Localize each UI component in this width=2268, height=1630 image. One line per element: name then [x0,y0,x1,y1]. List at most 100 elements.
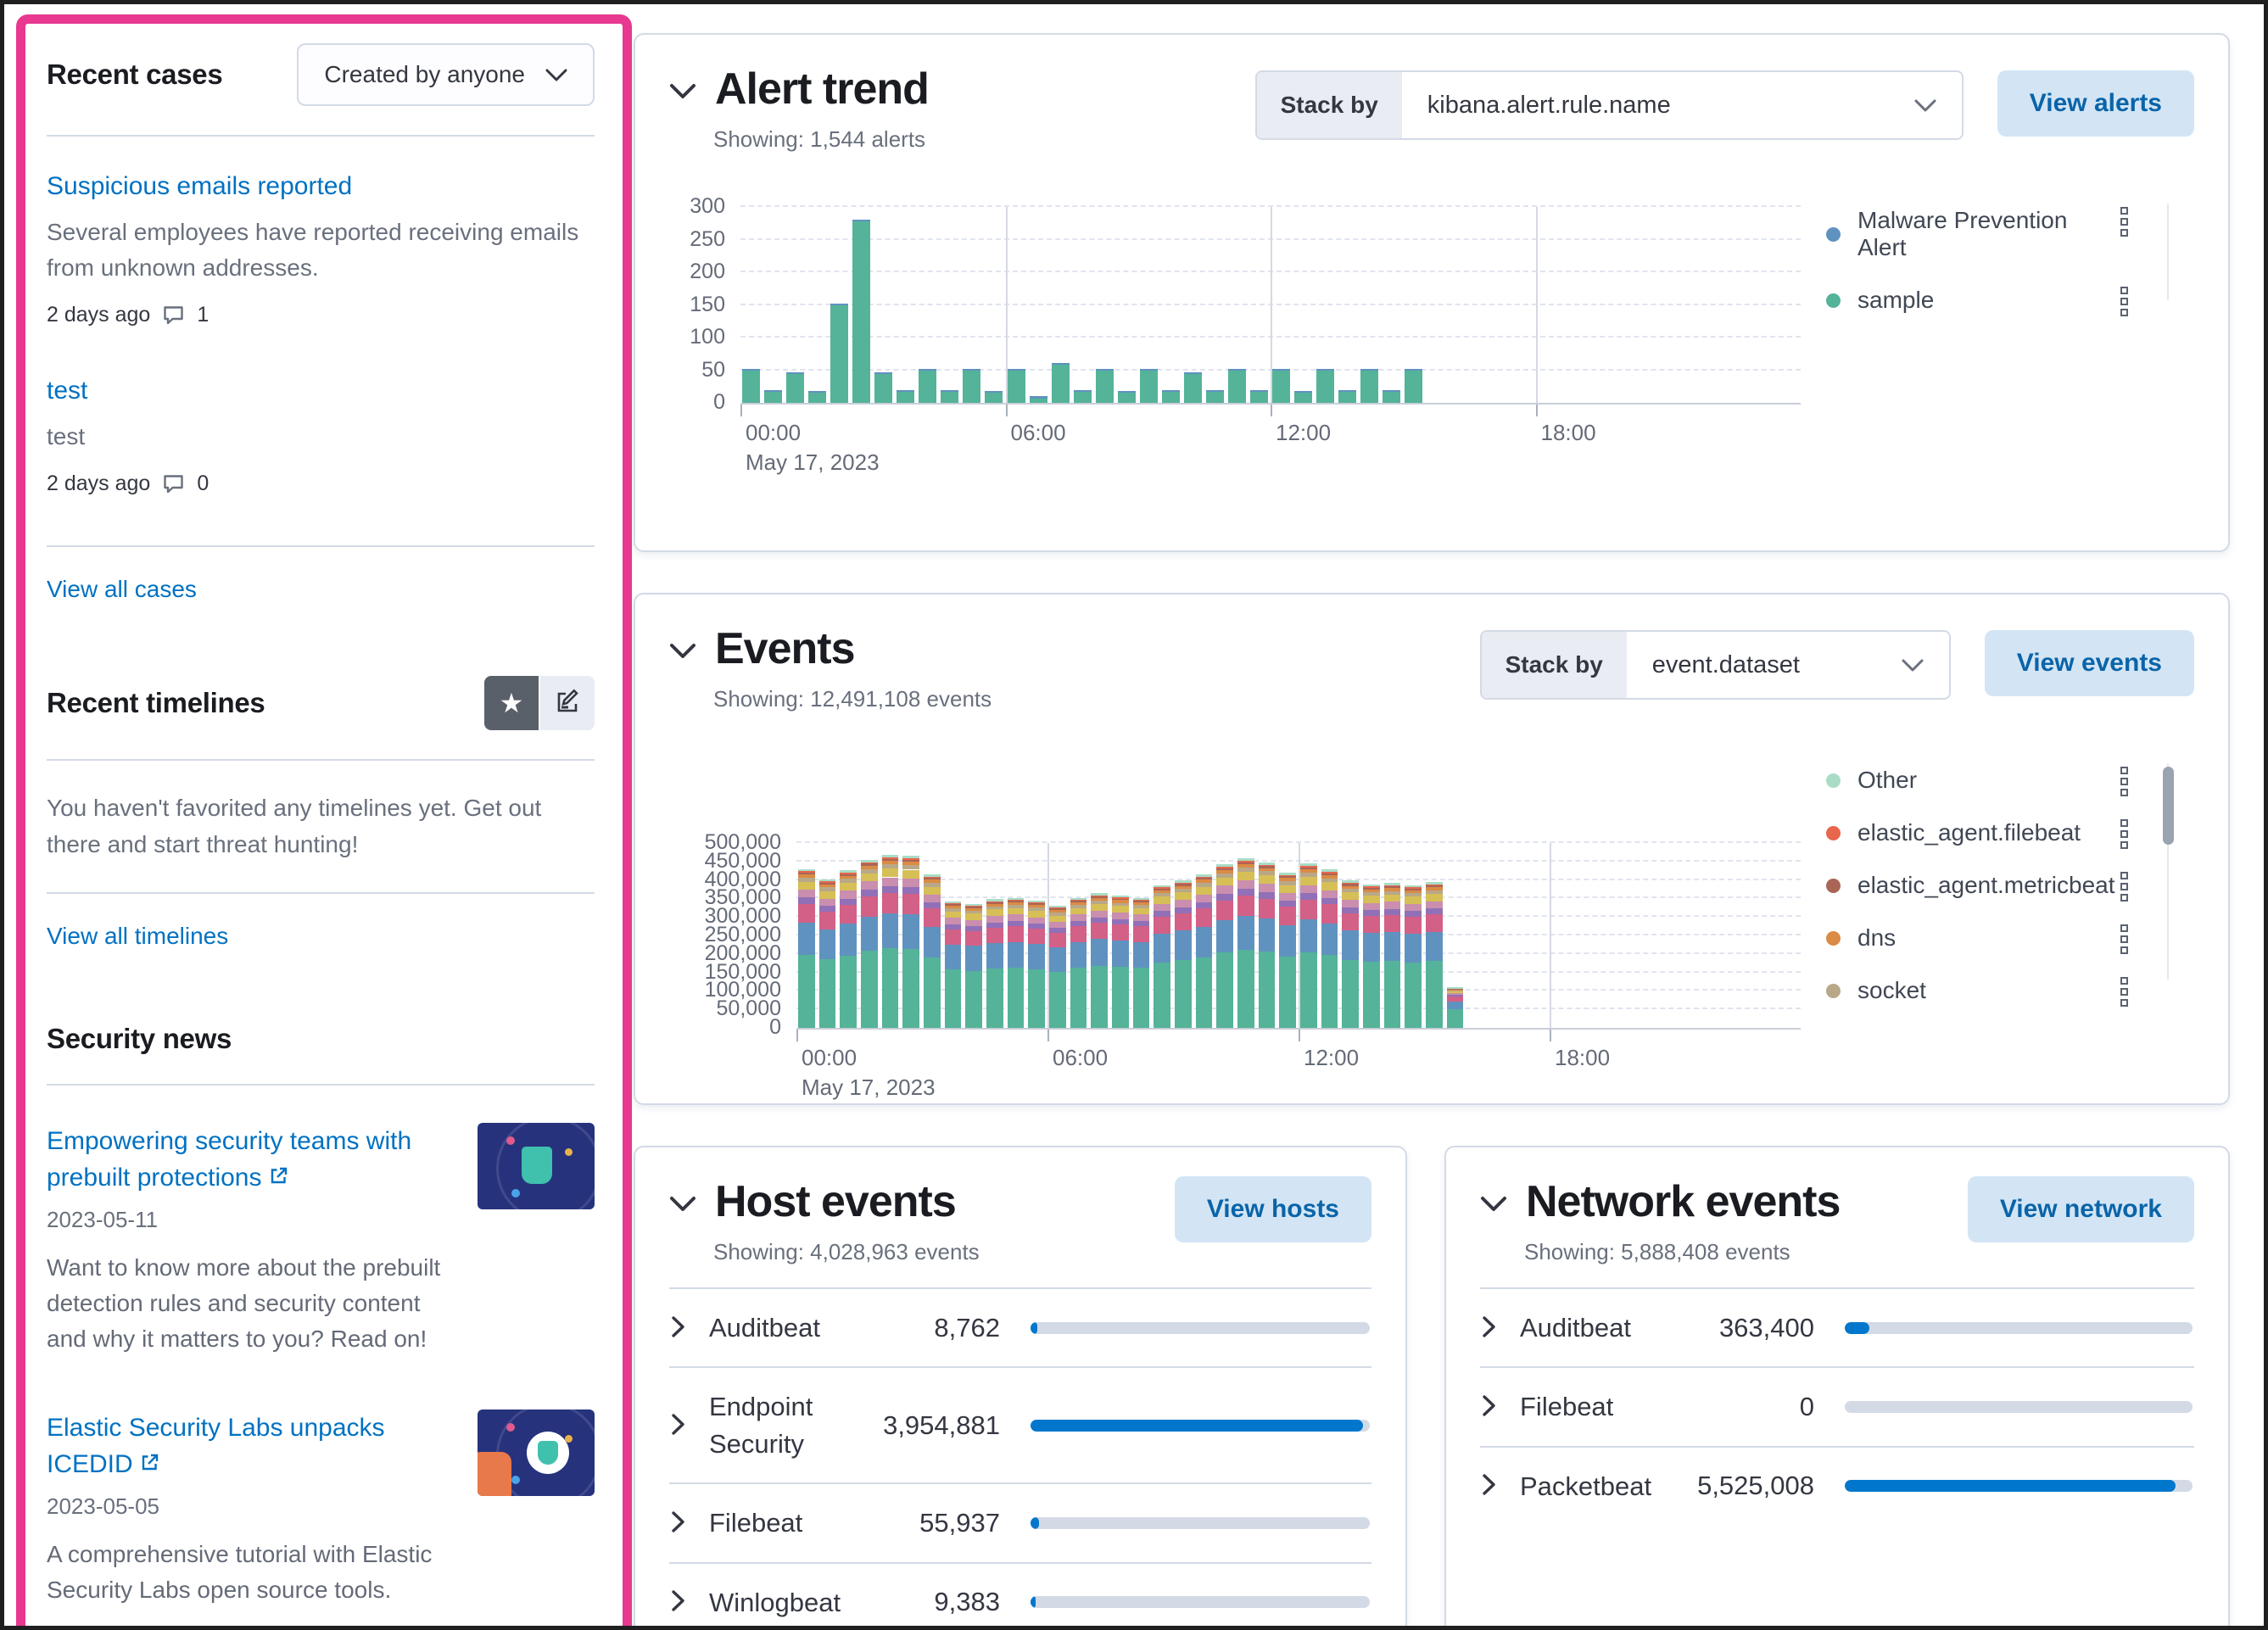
network-events-collapse-button[interactable] [1480,1196,1507,1215]
chart-bar-segment[interactable] [1426,890,1443,894]
chart-bar-segment[interactable] [902,865,919,870]
chart-bar-segment[interactable] [965,970,982,1028]
chart-bar-segment[interactable] [1446,993,1464,996]
chart-bar-segment[interactable] [986,922,1003,928]
chart-bar-segment[interactable] [1383,894,1401,902]
chart-bar-segment[interactable] [1237,858,1254,862]
chart-bar-segment[interactable] [1321,878,1338,883]
chart-bar-segment[interactable] [1405,903,1422,911]
chart-bar-segment[interactable] [1216,864,1233,868]
chart-bar-segment[interactable] [1258,952,1276,1028]
row-expand-button[interactable] [1482,1394,1496,1420]
chart-bar-segment[interactable] [1342,892,1359,901]
chart-bar-segment[interactable] [1049,915,1066,922]
chart-bar-segment[interactable] [840,879,857,884]
chart-bar-segment[interactable] [798,954,815,1028]
chart-bar-segment[interactable] [840,905,857,924]
chart-bar-segment[interactable] [1175,889,1192,893]
chart-bar-segment[interactable] [1321,873,1338,875]
chart-bar-segment[interactable] [1300,869,1317,874]
chart-bar-segment[interactable] [1426,885,1443,888]
chart-bar-segment[interactable] [1070,907,1087,915]
chart-bar-segment[interactable] [1321,890,1338,898]
chart-bar-segment[interactable] [840,898,857,906]
chart-bar-segment[interactable] [798,868,815,872]
chart-bar-segment[interactable] [808,393,827,403]
events-stack-by-select[interactable]: Stack by event.dataset [1479,630,1951,700]
chart-bar-segment[interactable] [1132,914,1150,922]
chart-bar-segment[interactable] [902,859,919,862]
chart-bar-segment[interactable] [1342,884,1359,886]
chart-bar-segment[interactable] [1446,990,1464,991]
chart-bar-segment[interactable] [1227,368,1246,371]
chart-bar-segment[interactable] [1049,921,1066,929]
case-link[interactable]: Suspicious emails reported [47,172,353,200]
chart-bar-segment[interactable] [1070,921,1087,927]
chart-bar-segment[interactable] [1426,887,1443,890]
chart-bar-segment[interactable] [1237,916,1254,951]
chart-bar-segment[interactable] [1383,888,1401,891]
chart-bar-segment[interactable] [1091,895,1108,896]
chart-bar-segment[interactable] [1300,885,1317,894]
chart-bar-segment[interactable] [986,909,1003,916]
chart-bar-segment[interactable] [874,374,893,403]
chart-bar-segment[interactable] [1195,883,1213,887]
chart-bar-segment[interactable] [1258,875,1276,885]
chart-bar-segment[interactable] [1029,398,1047,403]
chart-bar-segment[interactable] [1237,950,1254,1028]
chart-bar-segment[interactable] [818,906,836,913]
chart-bar-segment[interactable] [1154,903,1170,911]
chart-bar-segment[interactable] [1426,931,1443,961]
chart-bar-segment[interactable] [1028,905,1045,908]
chart-bar-segment[interactable] [1405,892,1422,897]
chart-bar-segment[interactable] [1237,861,1254,862]
chart-bar-segment[interactable] [1294,391,1313,394]
chart-bar-segment[interactable] [861,865,878,869]
chart-bar-segment[interactable] [1405,888,1422,890]
chart-bar-segment[interactable] [1363,916,1380,934]
chart-bar-segment[interactable] [1258,898,1276,919]
chart-bar-segment[interactable] [1070,902,1087,905]
chart-bar-segment[interactable] [965,913,982,920]
chart-bar-segment[interactable] [919,368,937,371]
chart-bar-segment[interactable] [965,925,982,931]
chart-bar-segment[interactable] [1426,882,1443,885]
chart-bar-segment[interactable] [881,861,899,865]
chart-bar-segment[interactable] [798,877,815,882]
chart-bar-segment[interactable] [1342,885,1359,890]
chart-bar-segment[interactable] [1117,391,1136,394]
chart-bar-segment[interactable] [965,919,982,926]
chart-bar-segment[interactable] [1049,928,1066,933]
chart-bar-segment[interactable] [1007,907,1025,915]
legend-label[interactable]: Malware Prevention Alert [1857,207,2068,260]
chart-bar-segment[interactable] [1405,896,1422,904]
chart-bar-segment[interactable] [1300,952,1317,1028]
legend-menu-icon[interactable] [2120,872,2128,902]
chart-bar-segment[interactable] [1383,886,1401,889]
chart-bar-segment[interactable] [1051,363,1070,366]
chart-bar-segment[interactable] [1007,899,1025,902]
chart-bar-segment[interactable] [902,886,919,894]
chart-bar-segment[interactable] [1195,926,1213,957]
chart-bar-segment[interactable] [1161,389,1180,392]
chart-bar-segment[interactable] [1112,906,1129,913]
chart-bar-segment[interactable] [1446,1001,1464,1010]
chart-bar-segment[interactable] [1161,391,1180,403]
chart-bar-segment[interactable] [1195,902,1213,908]
chart-bar-segment[interactable] [881,892,899,914]
chart-bar-segment[interactable] [1405,890,1422,893]
chart-bar-segment[interactable] [1216,870,1233,874]
chart-bar-segment[interactable] [941,391,959,403]
chart-bar-segment[interactable] [924,907,941,927]
legend-label[interactable]: elastic_agent.filebeat [1857,819,2081,846]
chart-bar-segment[interactable] [1028,911,1045,918]
chart-bar-segment[interactable] [963,371,981,403]
chart-bar-segment[interactable] [1446,991,1464,994]
chart-bar-segment[interactable] [881,913,899,949]
chart-bar-segment[interactable] [1112,902,1129,907]
chart-bar-segment[interactable] [1139,368,1158,371]
chart-bar-segment[interactable] [1154,888,1170,890]
chart-bar-segment[interactable] [1237,896,1254,917]
chart-bar-segment[interactable] [1300,876,1317,885]
chart-bar-segment[interactable] [941,389,959,392]
